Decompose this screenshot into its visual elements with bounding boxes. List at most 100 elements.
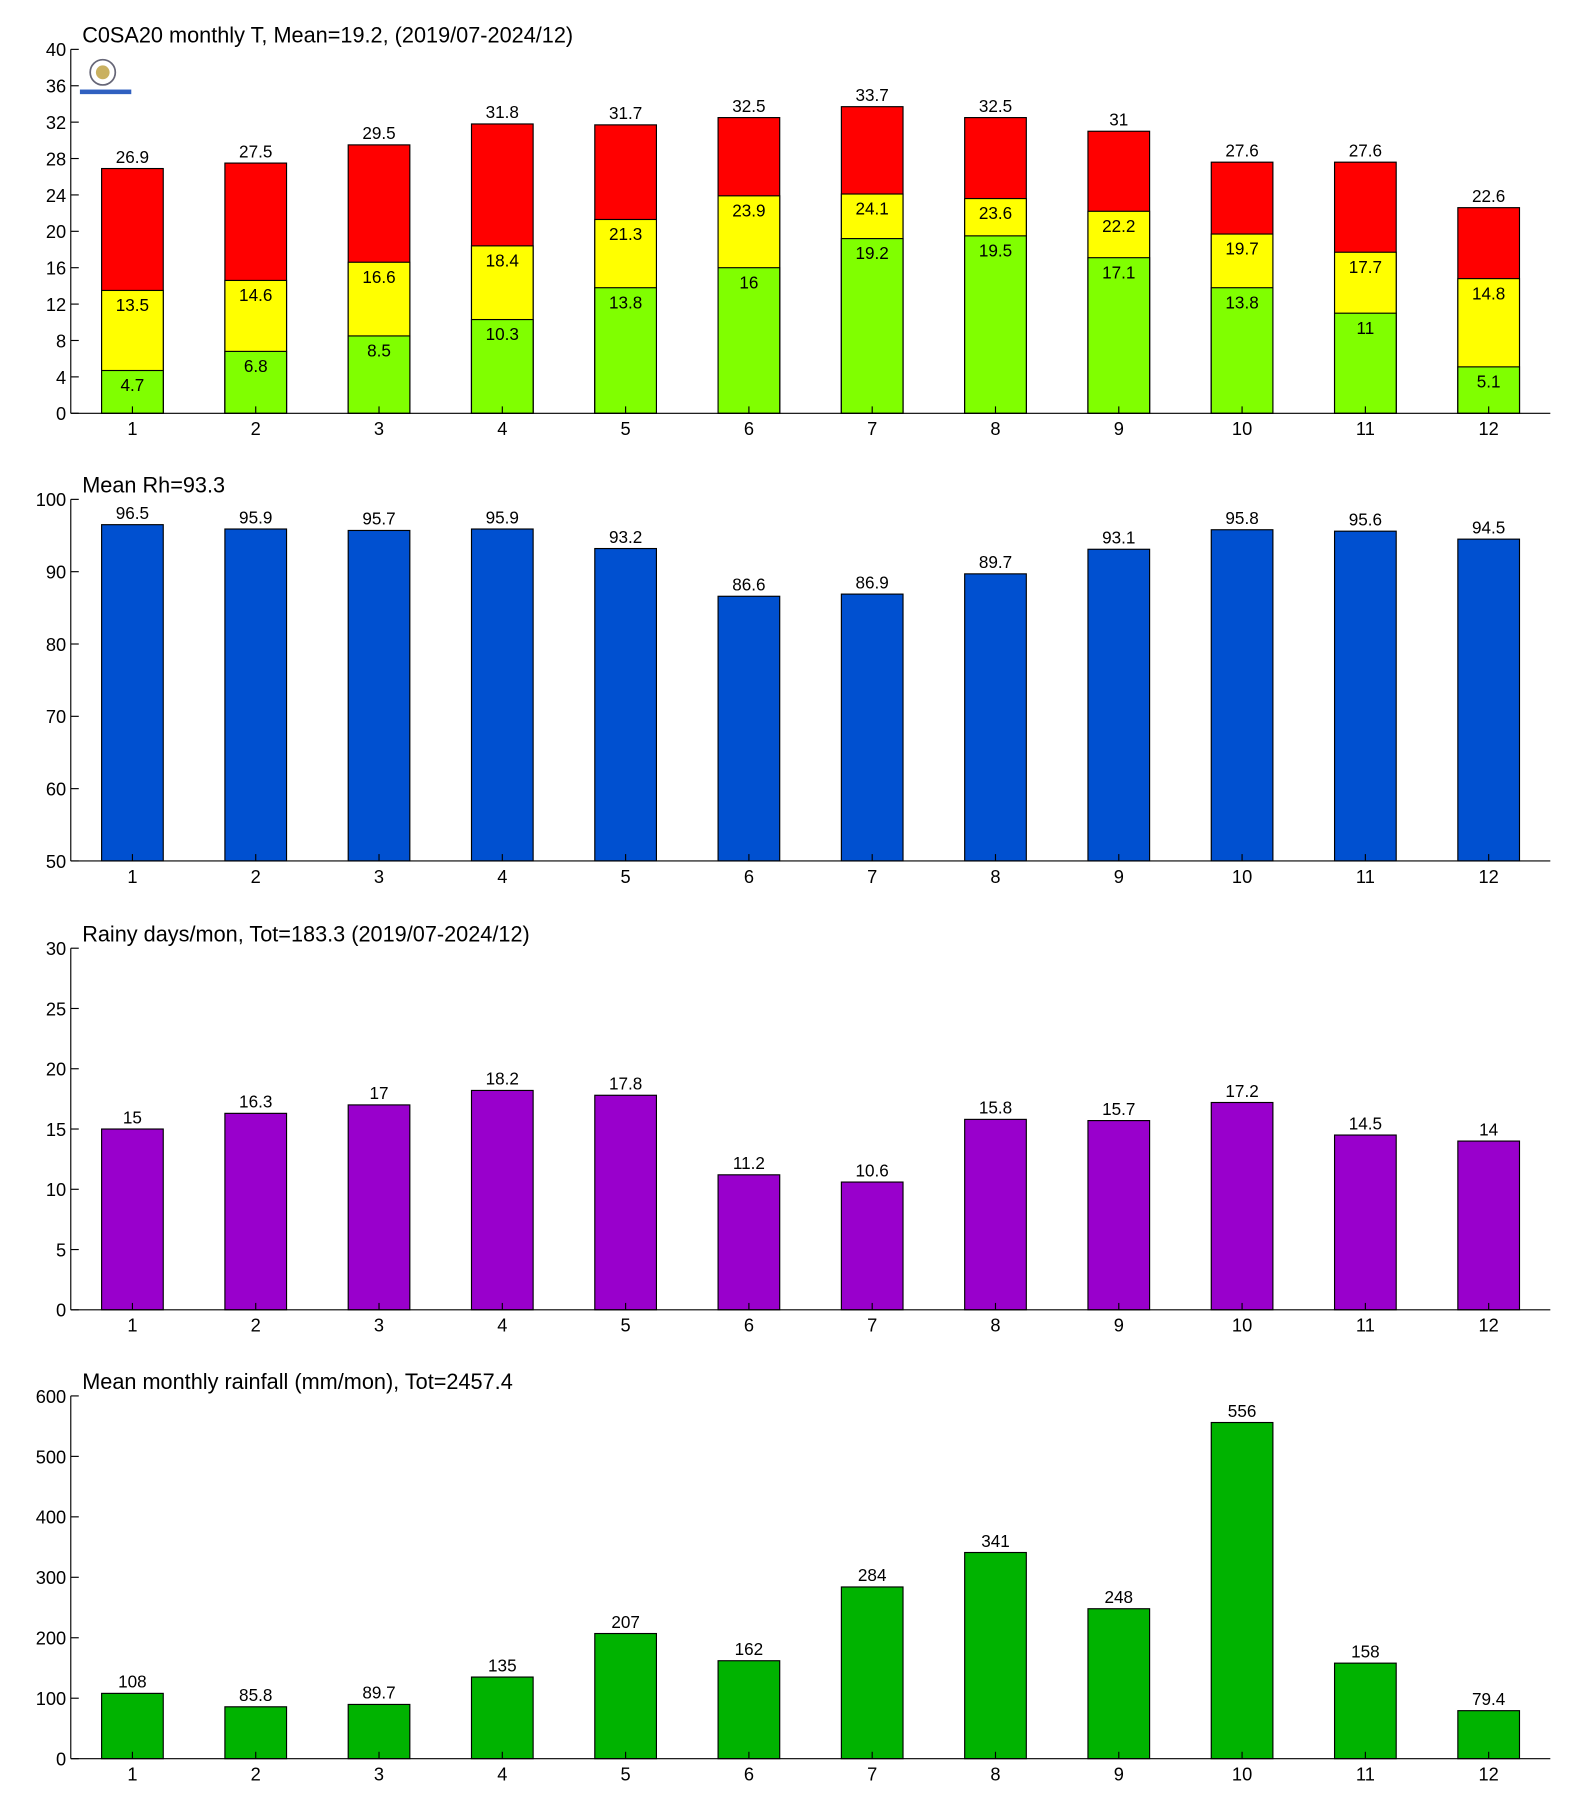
bar [347,1104,411,1311]
chart-title: Mean monthly rainfall (mm/mon), Tot=2457… [82,1369,513,1394]
data-label: 89.7 [979,552,1012,572]
x-tick-label: 12 [1479,418,1499,439]
data-label: 10.3 [486,324,519,344]
bar [840,1181,904,1311]
x-tick-label: 10 [1232,418,1252,439]
y-tick-label: 20 [46,1059,66,1080]
data-label: 89.7 [362,1683,395,1703]
x-tick-label: 9 [1114,1315,1124,1336]
data-label: 16.6 [362,267,395,287]
x-tick-label: 2 [251,1763,261,1784]
y-tick-label: 28 [46,148,66,169]
y-tick-label: 0 [56,1300,66,1321]
data-label: 207 [611,1612,640,1632]
bar [347,1703,411,1760]
data-label: 6.8 [244,356,268,376]
bar [840,1586,904,1760]
y-tick-label: 16 [46,258,66,279]
data-label: 5.1 [1477,371,1501,391]
data-label: 31 [1109,109,1128,129]
data-label: 8.5 [367,341,391,361]
bar [1457,538,1521,862]
data-label: 17 [369,1083,388,1103]
y-tick-label: 5 [56,1239,66,1260]
data-label: 15.7 [1102,1099,1135,1119]
data-label: 86.9 [856,572,889,592]
data-label: 22.2 [1102,216,1135,236]
data-label: 95.8 [1225,508,1258,528]
bar [1087,257,1151,414]
y-tick-label: 100 [36,489,66,510]
x-tick-label: 10 [1232,1763,1252,1784]
bar [1457,1710,1521,1760]
data-label: 93.2 [609,527,642,547]
data-label: 33.7 [856,85,889,105]
x-tick-label: 8 [990,1315,1000,1336]
bar [101,369,164,414]
bar [1333,312,1397,414]
y-tick-label: 90 [46,562,66,583]
chart-title: C0SA20 monthly T, Mean=19.2, (2019/07-20… [82,22,573,47]
data-label: 158 [1351,1641,1380,1661]
data-label: 23.9 [732,200,765,220]
data-label: 16.3 [239,1092,272,1112]
y-tick-label: 500 [36,1446,66,1467]
x-tick-label: 3 [374,866,384,887]
data-label: 24.1 [856,199,889,219]
data-label: 22.6 [1472,186,1505,206]
x-tick-label: 8 [990,866,1000,887]
data-label: 13.5 [116,295,149,315]
bar [470,1089,534,1311]
data-label: 95.9 [239,507,272,527]
data-label: 14 [1479,1119,1498,1139]
data-label: 86.6 [732,574,765,594]
data-label: 15 [123,1107,142,1127]
data-label: 13.8 [1225,292,1258,312]
x-tick-label: 10 [1232,1315,1252,1336]
bar [1210,1421,1274,1760]
bar [594,547,658,862]
bar [347,529,411,862]
bar [717,1660,781,1760]
bar [224,528,288,862]
y-tick-label: 100 [36,1688,66,1709]
x-tick-label: 6 [744,1763,754,1784]
logo [79,58,132,95]
data-label: 14.6 [239,285,272,305]
y-tick-label: 200 [36,1628,66,1649]
data-label: 341 [981,1531,1010,1551]
y-tick-label: 36 [46,76,66,97]
y-tick-label: 12 [46,294,66,315]
data-label: 95.7 [362,509,395,529]
x-tick-label: 6 [744,418,754,439]
x-tick-label: 2 [251,1315,261,1336]
data-label: 95.6 [1349,509,1382,529]
x-tick-label: 7 [867,866,877,887]
x-tick-label: 5 [621,1763,631,1784]
x-tick-label: 12 [1479,1315,1499,1336]
x-tick-label: 11 [1356,418,1375,439]
bar [840,593,904,862]
y-tick-label: 400 [36,1507,66,1528]
x-tick-label: 12 [1479,866,1499,887]
bar [717,595,781,862]
x-tick-label: 2 [251,866,261,887]
x-tick-label: 9 [1114,418,1124,439]
data-label: 29.5 [362,123,395,143]
x-tick-label: 1 [127,1763,137,1784]
bar [717,1174,781,1311]
x-tick-label: 5 [621,1315,631,1336]
data-label: 32.5 [732,96,765,116]
x-tick-label: 9 [1114,1763,1124,1784]
data-label: 19.7 [1225,239,1258,259]
data-label: 26.9 [116,147,149,167]
y-tick-label: 30 [46,938,66,959]
data-label: 27.5 [239,141,272,161]
y-tick-label: 4 [56,367,66,388]
chart-title: Mean Rh=93.3 [82,472,225,497]
x-tick-label: 8 [990,418,1000,439]
x-tick-label: 1 [127,866,137,887]
data-label: 162 [735,1639,764,1659]
x-tick-label: 4 [497,418,507,439]
bar [224,350,288,414]
